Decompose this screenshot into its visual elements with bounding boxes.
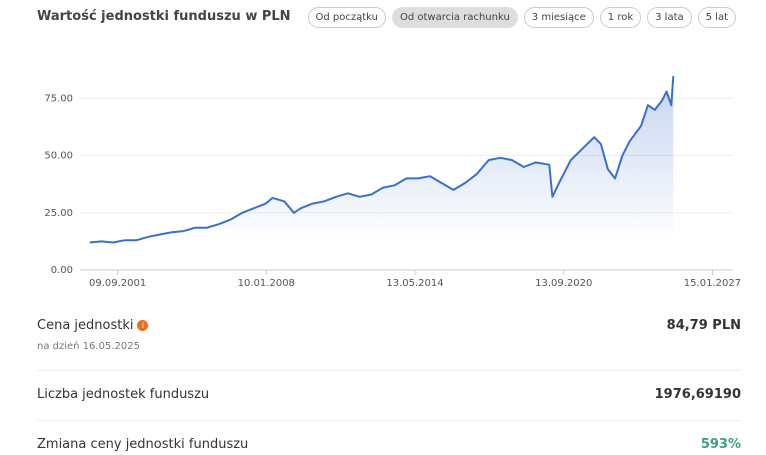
y-tick-label: 50.00: [44, 151, 73, 162]
area-fill: [89, 75, 674, 243]
x-tick-label: 15.01.2027: [684, 278, 741, 289]
detail-note: na dzień 16.05.2025: [37, 341, 140, 352]
detail-value: 593%: [700, 437, 741, 452]
x-tick-label: 13.09.2020: [535, 278, 592, 289]
range-button[interactable]: 1 rok: [599, 7, 642, 28]
range-button[interactable]: 5 lat: [697, 7, 736, 28]
detail-value: 1976,69190: [654, 387, 741, 402]
range-button[interactable]: 3 miesiące: [523, 7, 594, 28]
detail-label: Liczba jednostek funduszu: [37, 387, 210, 402]
range-button[interactable]: Od początku: [307, 7, 386, 28]
y-tick-label: 75.00: [44, 93, 73, 104]
y-tick-label: 25.00: [44, 208, 73, 219]
detail-label: Cena jednostki: [37, 318, 134, 333]
line: [89, 75, 675, 244]
range-button[interactable]: 3 lata: [647, 7, 692, 28]
y-tick-label: 0.00: [51, 265, 73, 276]
separator: [37, 420, 741, 421]
separator: [37, 370, 741, 371]
detail-row: Liczba jednostek funduszu 1976,69190: [37, 387, 741, 402]
x-tick-label: 13.05.2014: [386, 278, 443, 289]
detail-value: 84,79 PLN: [666, 318, 741, 333]
title: Wartość jednostki funduszu w PLN: [37, 9, 291, 24]
detail-row: Cena jednostki i 84,79 PLN: [37, 318, 741, 333]
detail-label: Zmiana ceny jednostki funduszu: [37, 437, 249, 452]
x-tick-label: 10.01.2008: [238, 278, 295, 289]
info-icon[interactable]: i: [137, 320, 149, 331]
detail-row: Zmiana ceny jednostki funduszu 593%: [37, 437, 741, 452]
range-button[interactable]: Od otwarcia rachunku: [392, 7, 518, 28]
range-buttons: Od początku Od otwarcia rachunku 3 miesi…: [307, 7, 736, 28]
x-tick-label: 09.09.2001: [89, 278, 146, 289]
chart: 0.00 25.00 50.00 75.00 09.09.2001 10.01.2008 1…: [44, 75, 741, 289]
